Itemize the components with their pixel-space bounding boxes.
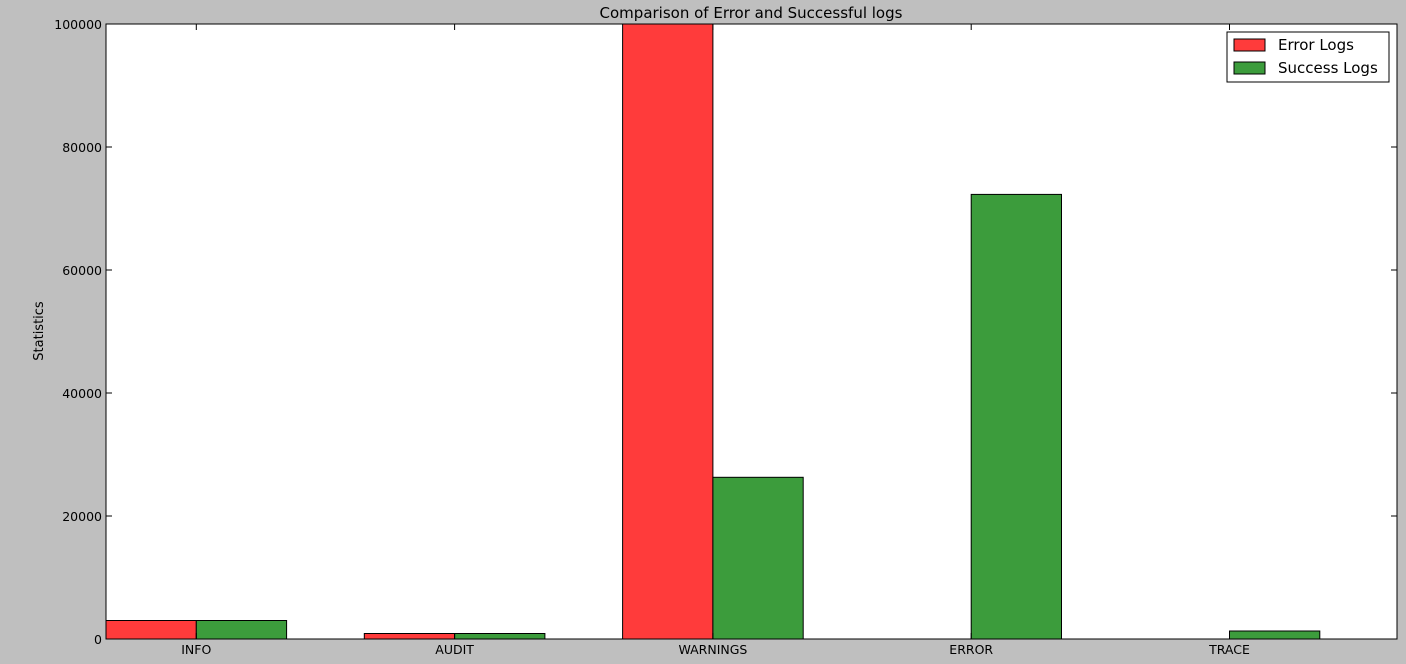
x-tick-label-trace: TRACE (1208, 642, 1250, 657)
bars-group (105, 23, 1321, 640)
bar-success-logs-warnings (712, 476, 804, 640)
x-tick-label-warnings: WARNINGS (678, 642, 747, 657)
bar-success-logs-audit (454, 633, 546, 640)
x-tick-label-error: ERROR (949, 642, 993, 657)
y-tick-label: 100000 (54, 17, 102, 32)
y-axis: 0 20000 40000 60000 80000 100000 (54, 17, 1397, 647)
legend-swatch-success-logs (1233, 61, 1266, 75)
bar-error-logs-info (105, 620, 197, 640)
y-axis-label: Statistics (32, 301, 47, 361)
legend: Error Logs Success Logs (1226, 31, 1390, 83)
bar-success-logs-trace (1229, 630, 1321, 640)
legend-label-success-logs: Success Logs (1278, 59, 1378, 77)
legend-swatch-error-logs (1233, 38, 1266, 52)
bar-error-logs-audit (363, 633, 456, 640)
y-tick-label: 60000 (62, 263, 102, 278)
y-tick-label: 0 (94, 632, 102, 647)
y-tick-label: 40000 (62, 386, 102, 401)
x-axis: INFO AUDIT WARNINGS ERROR TRACE (181, 24, 1250, 657)
chart-title: Comparison of Error and Successful logs (600, 4, 903, 22)
y-tick-label: 80000 (62, 140, 102, 155)
x-tick-label-info: INFO (181, 642, 211, 657)
x-tick-label-audit: AUDIT (435, 642, 474, 657)
bar-error-logs-warnings (622, 23, 714, 640)
y-tick-label: 20000 (62, 509, 102, 524)
bar-success-logs-error (970, 193, 1063, 640)
legend-label-error-logs: Error Logs (1278, 36, 1354, 54)
bar-success-logs-info (195, 620, 288, 640)
